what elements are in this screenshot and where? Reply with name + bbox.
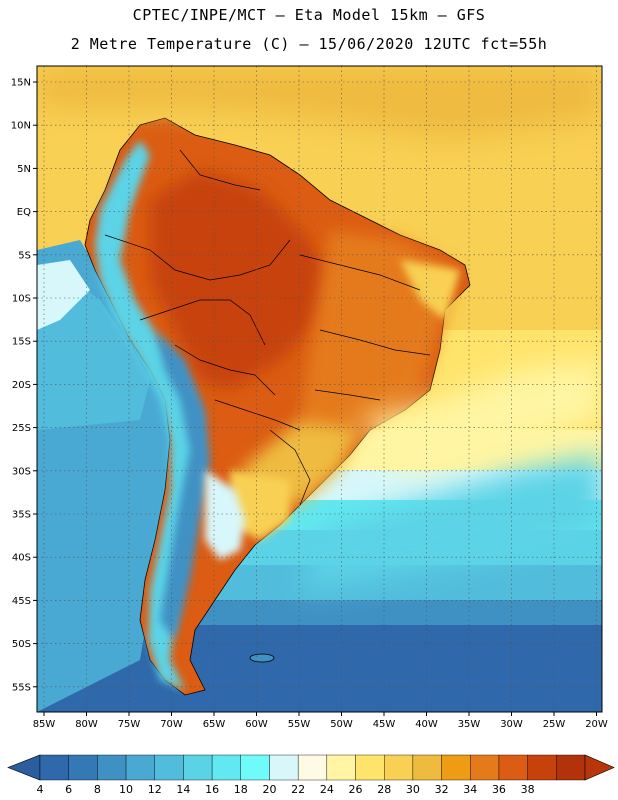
lat-label: 55S xyxy=(12,682,31,693)
border-line xyxy=(179,149,261,191)
colorbar-swatch xyxy=(498,754,528,781)
colorbar-label: 12 xyxy=(148,783,162,796)
border-line xyxy=(139,299,266,346)
colorbar-label: 6 xyxy=(65,783,72,796)
falkland-islands xyxy=(249,653,275,663)
country-borders xyxy=(104,149,431,506)
atlantic-cool-tongue xyxy=(300,455,602,590)
colorbar-swatch xyxy=(384,754,414,781)
colorbar-swatch xyxy=(68,754,98,781)
colorbar-swatch xyxy=(326,754,356,781)
colorbar-label: 10 xyxy=(119,783,133,796)
colorbar-label: 4 xyxy=(37,783,44,796)
chart-title-line1: CPTEC/INPE/MCT – Eta Model 15km – GFS xyxy=(132,6,486,24)
lat-label: 10S xyxy=(12,294,31,305)
lon-label: 75W xyxy=(118,719,141,730)
colorbar-swatch xyxy=(556,754,586,781)
colorbar-swatch xyxy=(527,754,557,781)
colorbar-swatch xyxy=(355,754,385,781)
colorbar-low-arrow xyxy=(7,754,41,781)
land-south-mild xyxy=(230,470,290,540)
land-hot-core xyxy=(150,170,330,390)
colorbar-label: 18 xyxy=(234,783,248,796)
colorbar-swatch xyxy=(39,754,69,781)
colorbar-label: 26 xyxy=(349,783,363,796)
border-line xyxy=(104,234,291,281)
lat-label: 50S xyxy=(12,639,31,650)
lat-label: 5S xyxy=(18,250,31,261)
colorbar-swatch xyxy=(211,754,241,781)
colorbar-label: 20 xyxy=(262,783,276,796)
colorbar-label: 14 xyxy=(176,783,190,796)
atlantic-warm-swirl xyxy=(360,360,602,470)
lon-label: 45W xyxy=(373,719,396,730)
colorbar-swatch xyxy=(125,754,155,781)
colorbar-swatch xyxy=(269,754,299,781)
pampas-cool xyxy=(205,470,245,560)
lat-label: 40S xyxy=(12,553,31,564)
colorbar-label: 28 xyxy=(377,783,391,796)
colorbar-label: 22 xyxy=(291,783,305,796)
colorbar-swatch xyxy=(154,754,184,781)
lat-label: 30S xyxy=(12,466,31,477)
lon-label: 20W xyxy=(585,719,608,730)
map-axes: 15N 10N 5N EQ 5S 10S 15S 20S 25S 30S 35S 40S 45S 50S 5… xyxy=(11,78,608,731)
lon-label: 50W xyxy=(330,719,353,730)
colorbar-label: 24 xyxy=(320,783,334,796)
lat-label: 45S xyxy=(12,596,31,607)
lon-label: 70W xyxy=(160,719,183,730)
lat-label: 15N xyxy=(11,78,31,89)
andes-highlands xyxy=(155,330,210,640)
lon-label: 55W xyxy=(288,719,311,730)
map-frame xyxy=(36,65,603,713)
colorbar-label: 16 xyxy=(205,783,219,796)
colorbar-swatch xyxy=(97,754,127,781)
lon-label: 35W xyxy=(458,719,481,730)
lat-label: 10N xyxy=(11,121,31,132)
lat-label: 5N xyxy=(17,164,31,175)
colorbar-label: 38 xyxy=(521,783,535,796)
lat-label: 25S xyxy=(12,423,31,434)
colorbar-swatch xyxy=(412,754,442,781)
lon-label: 60W xyxy=(245,719,268,730)
lat-label: EQ xyxy=(17,207,31,218)
colorbar-label: 8 xyxy=(94,783,101,796)
temperature-field xyxy=(37,66,602,712)
lon-label: 40W xyxy=(415,719,438,730)
colorbar-label: 30 xyxy=(406,783,420,796)
border-line xyxy=(319,329,431,356)
north-ocean-warm xyxy=(37,66,602,140)
lon-label: 80W xyxy=(75,719,98,730)
lon-label: 30W xyxy=(500,719,523,730)
chart-title-line2: 2 Metre Temperature (C) – 15/06/2020 12U… xyxy=(70,35,548,53)
colorbar-swatch xyxy=(240,754,270,781)
lon-label: 65W xyxy=(203,719,226,730)
border-line xyxy=(299,254,421,291)
lat-label: 15S xyxy=(12,337,31,348)
border-line xyxy=(314,389,381,401)
land-nordeste-mild xyxy=(400,260,460,320)
colorbar-swatch xyxy=(441,754,471,781)
colorbar-swatch xyxy=(183,754,213,781)
lat-label: 20S xyxy=(12,380,31,391)
border-line xyxy=(214,399,301,431)
lat-label: 35S xyxy=(12,510,31,521)
lon-label: 25W xyxy=(543,719,566,730)
colorbar-high-arrow xyxy=(584,754,615,781)
colorbar: 4 6 8 10 12 14 16 18 20 22 24 26 28 30 32 34 36 38 xyxy=(7,754,615,796)
border-line xyxy=(174,344,276,396)
border-line xyxy=(269,429,311,506)
lon-label: 85W xyxy=(33,719,56,730)
colorbar-label: 32 xyxy=(435,783,449,796)
colorbar-label: 36 xyxy=(492,783,506,796)
colorbar-label: 34 xyxy=(463,783,477,796)
colorbar-swatch xyxy=(470,754,500,781)
colorbar-swatch xyxy=(297,754,328,781)
pacific-mild-tongue xyxy=(37,260,90,330)
